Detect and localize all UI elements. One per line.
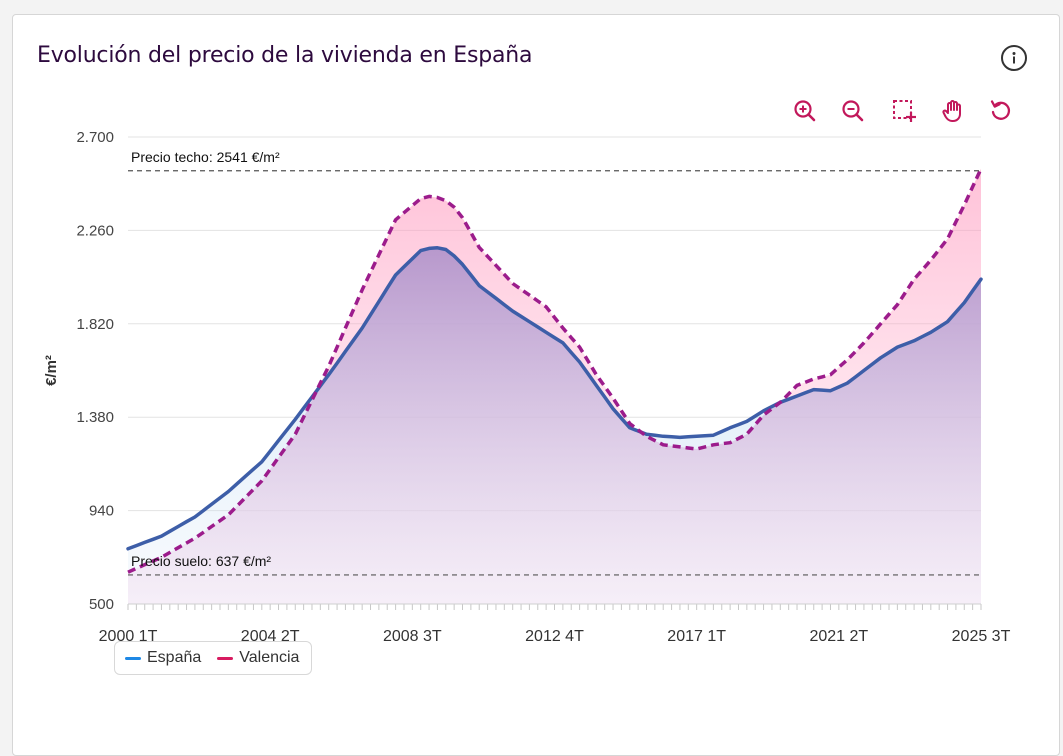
x-tick-label: 2017 1T: [667, 628, 726, 645]
y-tick-label: 2.700: [76, 129, 114, 146]
overlap-area: [128, 247, 981, 605]
zoom-out-icon: [842, 100, 864, 122]
x-tick-label: 2025 3T: [952, 628, 1011, 645]
x-tick-label: 2008 3T: [383, 628, 442, 645]
x-tick-label: 2000 1T: [99, 628, 158, 645]
info-icon: [1012, 52, 1016, 64]
zoom-in-button[interactable]: [791, 97, 819, 125]
valencia-line[interactable]: [127, 168, 983, 574]
zoom-in-icon: [794, 100, 816, 122]
y-tick-label: 2.260: [76, 222, 114, 239]
selection-zoom-icon: [893, 100, 916, 122]
legend-swatch: [217, 656, 234, 660]
reset-button[interactable]: [987, 97, 1015, 125]
chart-legend: España Valencia: [114, 641, 313, 675]
info-button[interactable]: [1001, 45, 1027, 71]
pan-hand-icon: [942, 100, 961, 122]
legend-item-espana[interactable]: España: [125, 649, 201, 667]
espana-line[interactable]: [126, 246, 983, 551]
legend-swatch: [125, 656, 141, 660]
chart-title: Evolución del precio de la vivienda en E…: [37, 43, 533, 68]
x-tick-label: 2021 2T: [809, 628, 868, 645]
y-tick-label: 940: [89, 503, 114, 520]
ceiling-label: Precio techo: 2541 €/m²: [131, 149, 280, 165]
x-tick-label: 2012 4T: [525, 628, 584, 645]
floor-label: Precio suelo: 637 €/m²: [131, 553, 271, 569]
legend-label: España: [147, 649, 202, 666]
pan-button[interactable]: [939, 97, 967, 125]
price-chart: Precio techo: 2541 €/m² Precio suelo: 637…: [43, 129, 1011, 645]
y-tick-label: 500: [89, 596, 114, 613]
reset-icon: [990, 100, 1011, 120]
zoom-out-button[interactable]: [839, 97, 867, 125]
legend-label: Valencia: [239, 649, 300, 666]
y-tick-label: 1.820: [76, 316, 114, 333]
y-tick-label: 1.380: [76, 409, 114, 426]
legend-item-valencia[interactable]: Valencia: [217, 649, 299, 667]
x-tick-label: 2004 2T: [241, 628, 300, 645]
selection-zoom-button[interactable]: [890, 97, 918, 125]
y-axis-title: €/m²: [43, 355, 60, 386]
